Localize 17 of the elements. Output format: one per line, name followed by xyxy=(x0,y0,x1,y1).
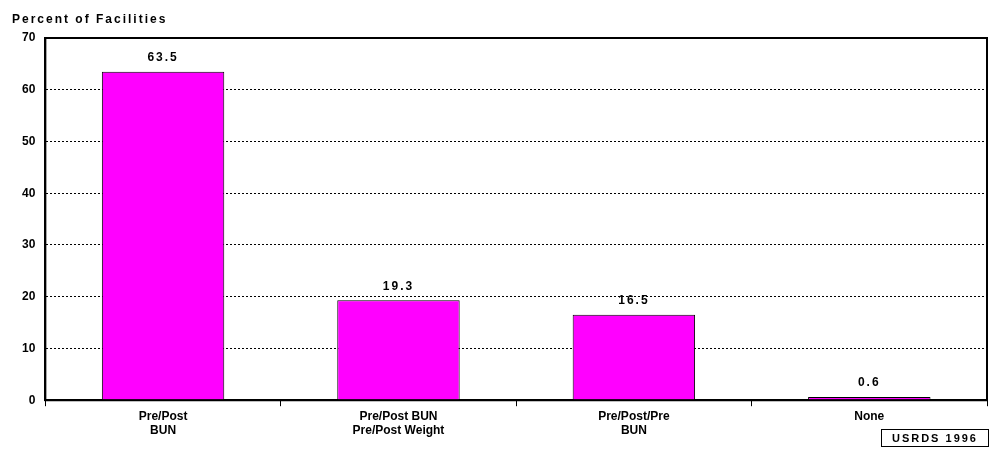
y-tick-label: 50 xyxy=(21,133,36,148)
text: USRDS 1996 xyxy=(880,429,989,447)
y-tick-label: 10 xyxy=(21,340,36,355)
x-tick-label: Pre/Post/Pre BUN xyxy=(598,408,670,438)
y-tick-label: 30 xyxy=(21,237,36,252)
y-tick-label: 40 xyxy=(21,185,36,200)
y-tick-label: 70 xyxy=(21,30,36,45)
y-tick-label: 20 xyxy=(21,289,36,304)
y-axis-title: Percent of Facilities xyxy=(12,12,168,27)
x-tick-label: Pre/Post BUN Pre/Post Weight xyxy=(352,408,445,438)
data-label: 63.5 xyxy=(147,49,179,64)
data-label: 0.6 xyxy=(857,375,881,390)
data-label: 19.3 xyxy=(382,278,415,293)
x-tick-label: None xyxy=(854,408,885,423)
y-tick-label: 0 xyxy=(28,392,36,407)
x-tick-label: Pre/Post BUN xyxy=(138,408,188,438)
y-tick-label: 60 xyxy=(21,82,36,97)
